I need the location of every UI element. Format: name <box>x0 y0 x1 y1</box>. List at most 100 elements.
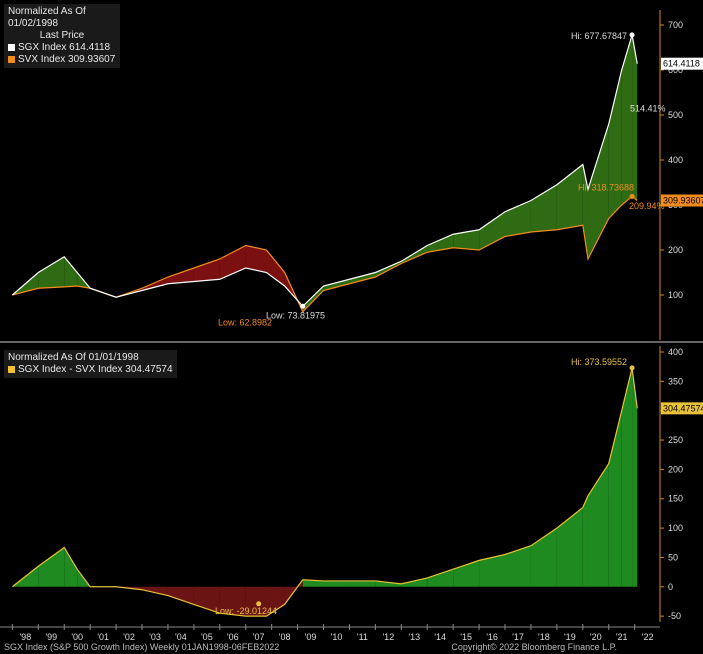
diff-line <box>11 367 638 617</box>
spread-fill-segment <box>479 211 506 250</box>
diff-area-segment <box>219 586 246 617</box>
x-tick-label: '00 <box>71 632 83 642</box>
diff-area-segment <box>266 586 285 617</box>
diff-swatch <box>8 365 15 373</box>
x-axis: '98 '99 '00 '01 '02 '03 '04 '05 '06 '07 '08 '09 '10 '… <box>0 624 660 642</box>
y-tick-label: 100 <box>668 290 683 300</box>
diff-area-segment <box>64 547 78 587</box>
spread-fill-segment <box>266 250 285 286</box>
x-tick-label: '13 <box>408 632 420 642</box>
sgx-pct-change: 514.41% <box>630 104 666 114</box>
spread-fill-segment <box>167 268 194 284</box>
spread-fill-segment <box>302 286 324 312</box>
spread-fill-segment <box>323 279 350 291</box>
x-tick-label: '06 <box>227 632 239 642</box>
spread-fill-segment <box>632 34 638 201</box>
spread-fill-segment <box>219 245 246 280</box>
spread-fill-segment <box>587 124 609 259</box>
diff-area-segment <box>479 554 506 587</box>
diff-area-segment <box>38 547 65 587</box>
y-tick-label: 500 <box>668 110 683 120</box>
x-tick-label: '14 <box>434 632 446 642</box>
y-tick-label: 250 <box>668 435 683 445</box>
svx-low-annotation: Low: 62.8982 <box>218 318 272 328</box>
sgx-swatch <box>8 43 15 51</box>
spread-fill-segment <box>556 164 583 230</box>
spread-fill-segment <box>530 184 557 232</box>
x-tick-label: '10 <box>331 632 343 642</box>
legend-label-sgx: SGX Index 614.4118 <box>18 42 111 53</box>
x-tick-label: '98 <box>19 632 31 642</box>
x-tick-label: '19 <box>564 632 576 642</box>
sgx-last-value: 614.4118 <box>663 59 700 69</box>
svx-high-annotation: Hi: 318.73688 <box>578 182 634 192</box>
sgx-high-annotation: Hi: 677.67847 <box>571 31 627 41</box>
y-tick-label: -50 <box>668 611 681 621</box>
spread-fill-segment <box>621 34 633 206</box>
diff-area-segment <box>142 586 168 596</box>
x-tick-label: '07 <box>253 632 265 642</box>
y-tick-label: 600 <box>668 65 683 75</box>
sgx-low-annotation: Low: 73.81975 <box>266 311 325 321</box>
svx-last-value: 309.93607 <box>663 196 703 206</box>
svx-high-marker <box>629 193 635 199</box>
x-tick-label: '15 <box>460 632 472 642</box>
svx-swatch <box>8 55 15 63</box>
diff-area-segment <box>621 367 633 587</box>
sgx-low-marker <box>300 303 306 309</box>
diff-area-segment <box>245 586 267 617</box>
spread-fill-segment <box>427 234 454 253</box>
y-tick-label: 200 <box>668 464 683 474</box>
diff-area-segment <box>323 580 350 587</box>
legend-item-diff[interactable]: SGX Index - SVX Index 304.47574 <box>8 364 173 376</box>
bottom-chart-panel: -50050100150200250300350400304.47574Hi: … <box>11 346 703 622</box>
spread-fill-segment <box>193 259 220 282</box>
x-tick-label: '02 <box>123 632 135 642</box>
y-tick-label: 700 <box>668 20 683 30</box>
x-tick-label: '21 <box>616 632 628 642</box>
diff-area-segment <box>349 580 376 587</box>
diff-high-marker <box>629 365 635 371</box>
top-legend-subtitle: Last Price <box>39 30 85 41</box>
y-tick-label: 350 <box>668 376 683 386</box>
spread-fill-segment <box>608 70 622 219</box>
diff-area-segment <box>608 410 622 587</box>
x-tick-label: '08 <box>279 632 291 642</box>
diff-area-segment <box>302 579 324 587</box>
diff-area-segment <box>587 463 609 587</box>
diff-area-segment <box>582 495 588 587</box>
diff-area-segment <box>556 507 583 587</box>
diff-low-annotation: Low: -29.01244 <box>215 606 277 616</box>
top-legend-title: Normalized As Of 01/02/1998 <box>8 6 86 29</box>
legend-item-svx[interactable]: SVX Index 309.93607 <box>8 54 116 66</box>
x-tick-label: '04 <box>175 632 187 642</box>
spread-fill-segment <box>349 272 376 284</box>
y-tick-label: 400 <box>668 155 683 165</box>
spread-fill-segment <box>64 256 78 287</box>
x-tick-label: '99 <box>45 632 57 642</box>
svx-last-value-box <box>661 194 703 207</box>
diff-area-segment <box>530 528 557 587</box>
top-legend: Normalized As Of 01/02/1998 Last Price S… <box>4 4 120 68</box>
y-tick-label: 100 <box>668 523 683 533</box>
sgx-high-marker <box>629 32 635 38</box>
x-tick-label: '05 <box>201 632 213 642</box>
spread-fill-segment <box>245 245 267 273</box>
x-tick-label: '12 <box>382 632 394 642</box>
x-tick-label: '22 <box>642 632 654 642</box>
spread-fill-segment <box>38 256 65 289</box>
bottom-legend: Normalized As Of 01/01/1998 SGX Index - … <box>4 350 177 378</box>
legend-item-sgx[interactable]: SGX Index 614.4118 <box>8 42 116 54</box>
diff-area-segment <box>193 586 220 614</box>
diff-area-segment <box>427 569 454 587</box>
spread-fill-segment <box>582 164 588 259</box>
y-tick-label: 400 <box>668 347 683 357</box>
sgx-last-value-box <box>661 57 703 70</box>
legend-label-svx: SVX Index 309.93607 <box>18 54 116 65</box>
y-tick-label: 200 <box>668 245 683 255</box>
x-tick-label: '09 <box>305 632 317 642</box>
y-tick-label: 0 <box>668 582 673 592</box>
diff-area-segment <box>401 577 428 587</box>
svx-pct-change: 209.94% <box>629 201 665 211</box>
x-tick-label: '16 <box>486 632 498 642</box>
